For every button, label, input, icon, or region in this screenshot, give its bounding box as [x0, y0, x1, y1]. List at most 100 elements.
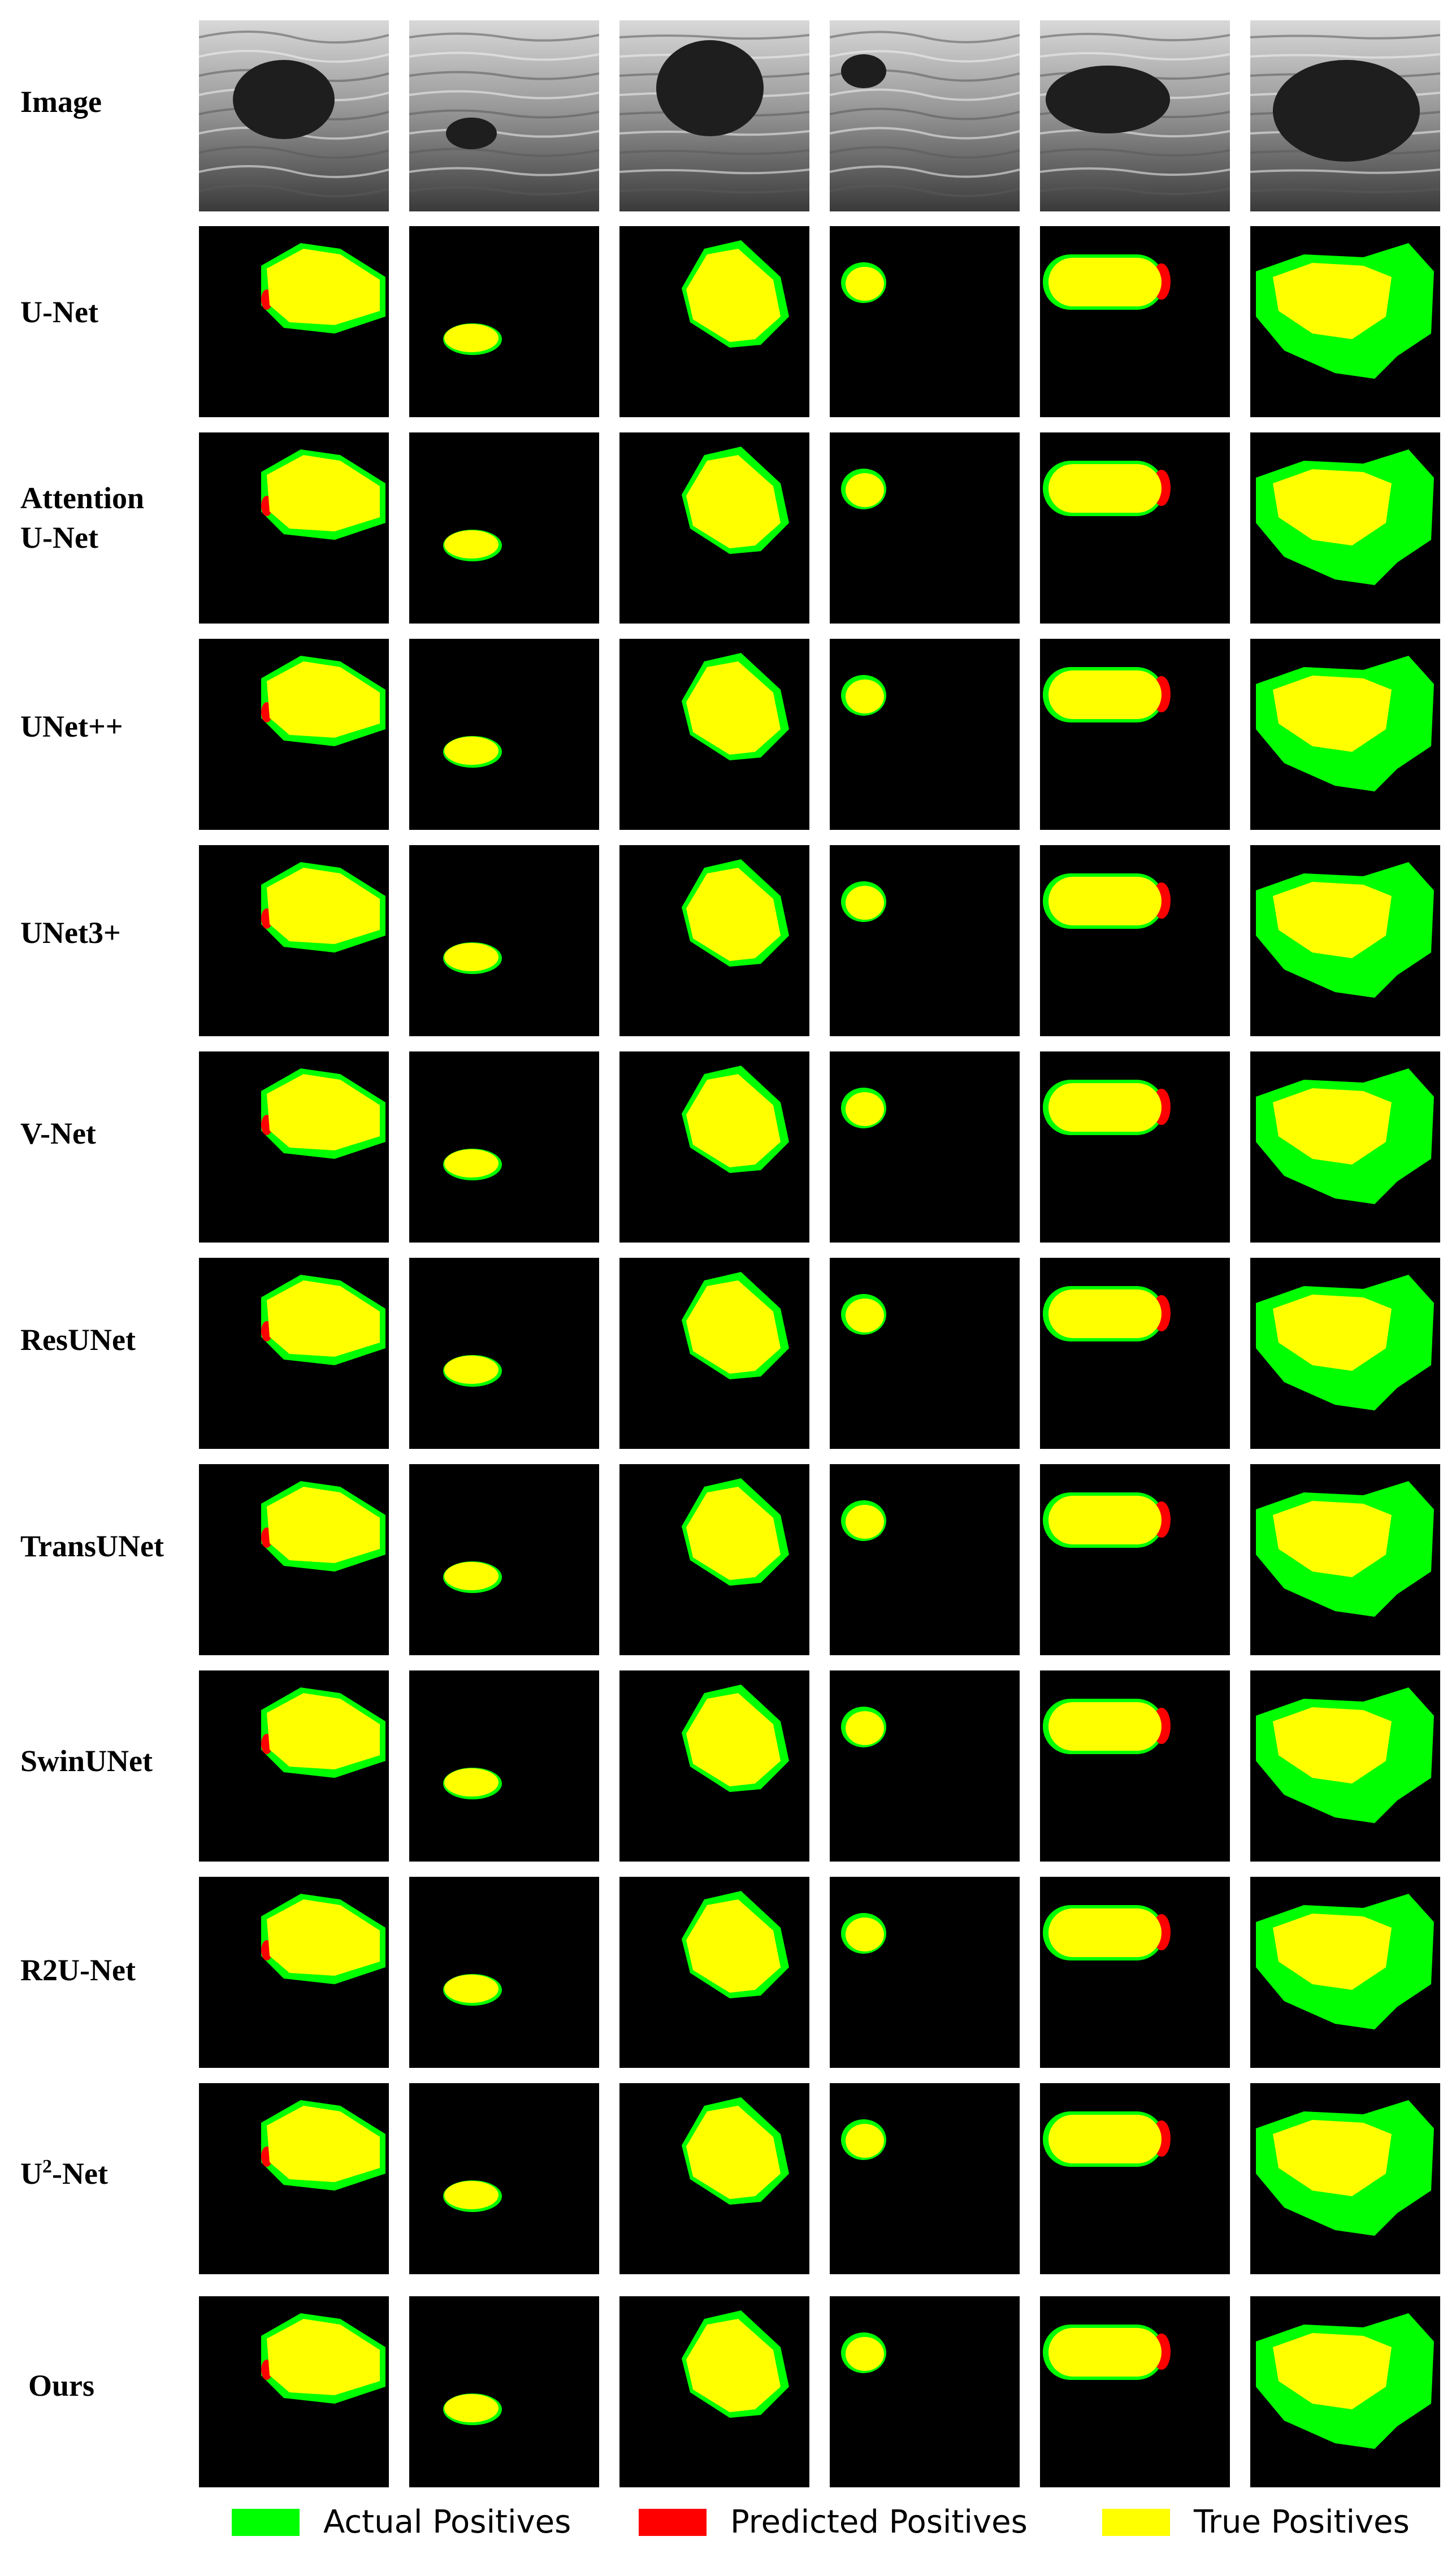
mask-graphic: [1256, 1481, 1434, 1617]
row-label-ours: Ours: [28, 2369, 95, 2403]
segmentation-mask: [1040, 1051, 1230, 1243]
mask-graphic: [261, 1894, 385, 1984]
mask-graphic: [443, 1768, 502, 1799]
legend-actual-positives: Actual Positives: [232, 2505, 571, 2539]
ultrasound-image-graphic: [1040, 20, 1230, 211]
segmentation-mask: [830, 226, 1020, 417]
mask-graphic: [682, 2097, 789, 2205]
segmentation-mask: [1040, 1464, 1230, 1655]
mask-graphic: [1043, 1492, 1171, 1548]
segmentation-mask: [1250, 226, 1440, 417]
mask-graphic: [841, 1294, 886, 1335]
mask-graphic: [261, 1687, 385, 1778]
mask-graphic: [841, 1707, 886, 1747]
mask-graphic: [682, 1272, 789, 1379]
segmentation-mask: [1040, 2296, 1230, 2487]
mask-graphic: [841, 1913, 886, 1954]
segmentation-mask: [199, 432, 389, 624]
segmentation-mask: [199, 639, 389, 830]
ultrasound-image: [830, 20, 1020, 211]
segmentation-mask: [199, 1464, 389, 1655]
legend-swatch-green: [232, 2509, 300, 2536]
mask-graphic: [443, 736, 502, 768]
segmentation-mask: [1250, 432, 1440, 624]
segmentation-mask: [199, 1051, 389, 1243]
segmentation-mask: [409, 1670, 599, 1862]
segmentation-mask: [619, 1051, 809, 1243]
mask-graphic: [682, 1066, 789, 1173]
segmentation-mask: [1250, 2296, 1440, 2487]
segmentation-mask: [1040, 845, 1230, 1036]
ultrasound-image-graphic: [619, 20, 809, 211]
row-label-transunet: TransUNet: [20, 1529, 164, 1563]
row-label-unet3p: UNet3+: [20, 916, 121, 950]
mask-graphic: [841, 262, 886, 303]
segmentation-mask: [619, 1877, 809, 2068]
segmentation-mask: [409, 1877, 599, 2068]
segmentation-mask: [619, 2296, 809, 2487]
mask-graphic: [841, 1500, 886, 1541]
mask-graphic: [1256, 243, 1434, 379]
mask-graphic: [841, 2119, 886, 2160]
segmentation-mask: [830, 845, 1020, 1036]
mask-graphic: [443, 1149, 502, 1180]
row-label-swinunet: SwinUNet: [20, 1744, 153, 1778]
segmentation-mask: [1250, 845, 1440, 1036]
mask-graphic: [1043, 1286, 1171, 1341]
mask-graphic: [1256, 1687, 1434, 1823]
segmentation-mask: [409, 2083, 599, 2274]
mask-graphic: [841, 469, 886, 509]
row-label-image: Image: [20, 85, 102, 119]
mask-graphic: [443, 1561, 502, 1593]
mask-graphic: [682, 653, 789, 760]
segmentation-mask: [199, 1670, 389, 1862]
mask-graphic: [1256, 2100, 1434, 2236]
segmentation-mask: [1040, 639, 1230, 830]
segmentation-mask: [830, 2083, 1020, 2274]
mask-graphic: [1256, 449, 1434, 585]
row-label-unetpp: UNet++: [20, 709, 123, 743]
segmentation-mask: [1040, 1670, 1230, 1862]
ultrasound-image-graphic: [409, 20, 599, 211]
segmentation-mask: [830, 1051, 1020, 1243]
row-label-unet: U-Net: [20, 295, 98, 329]
mask-graphic: [682, 1685, 789, 1792]
mask-graphic: [1256, 1894, 1434, 2029]
segmentation-mask: [199, 2296, 389, 2487]
ultrasound-image-graphic: [199, 20, 389, 211]
segmentation-mask: [1250, 639, 1440, 830]
mask-graphic: [841, 881, 886, 922]
legend-label: Actual Positives: [323, 2504, 571, 2540]
segmentation-mask: [1040, 1258, 1230, 1449]
mask-graphic: [1043, 254, 1171, 310]
segmentation-mask: [1250, 2083, 1440, 2274]
segmentation-mask: [409, 845, 599, 1036]
mask-graphic: [1256, 2313, 1434, 2449]
segmentation-mask: [1250, 1258, 1440, 1449]
mask-graphic: [1256, 862, 1434, 998]
mask-graphic: [1256, 656, 1434, 791]
mask-graphic: [1043, 2325, 1171, 2380]
segmentation-mask: [199, 2083, 389, 2274]
mask-graphic: [1256, 1275, 1434, 1410]
row-label-attention-unet: Attention U-Net: [20, 481, 144, 555]
ultrasound-image-graphic: [1250, 20, 1440, 211]
row-label-vnet: V-Net: [20, 1116, 96, 1150]
mask-graphic: [1043, 667, 1171, 722]
segmentation-mask: [619, 845, 809, 1036]
segmentation-mask: [619, 1258, 809, 1449]
mask-graphic: [682, 1478, 789, 1586]
segmentation-mask: [830, 1258, 1020, 1449]
mask-graphic: [443, 2180, 502, 2212]
mask-graphic: [261, 2100, 385, 2191]
segmentation-mask: [830, 1464, 1020, 1655]
mask-graphic: [1043, 1080, 1171, 1135]
mask-graphic: [261, 449, 385, 540]
mask-graphic: [841, 2332, 886, 2373]
segmentation-mask: [830, 639, 1020, 830]
mask-graphic: [841, 675, 886, 716]
mask-graphic: [443, 2393, 502, 2425]
mask-graphic: [443, 1974, 502, 2006]
segmentation-mask: [1250, 1051, 1440, 1243]
